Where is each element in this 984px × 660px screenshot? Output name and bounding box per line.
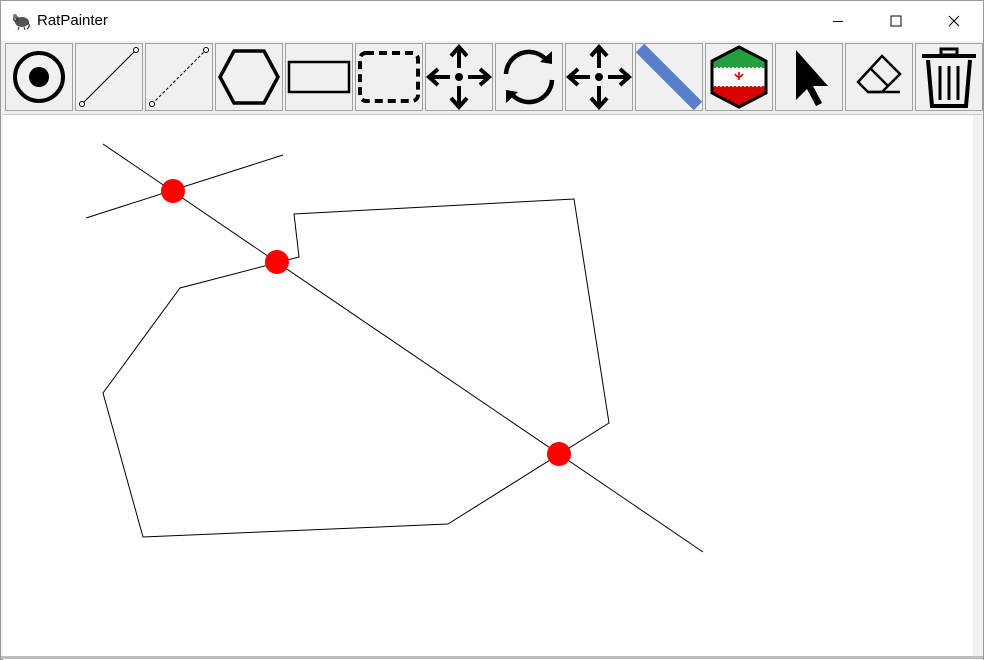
status-strip	[1, 656, 983, 659]
thick-line-icon	[636, 44, 702, 110]
title-bar: RatPainter	[1, 1, 983, 41]
cursor-arrow-icon	[776, 44, 842, 110]
intersection-point[interactable]	[547, 442, 571, 466]
intersection-point[interactable]	[161, 179, 185, 203]
move-point-tool[interactable]	[565, 43, 633, 111]
dashed-rectangle-icon	[356, 44, 422, 110]
trash-icon	[916, 44, 982, 110]
window-title: RatPainter	[37, 12, 108, 29]
close-button[interactable]	[925, 1, 983, 41]
rotate-icon	[496, 44, 562, 110]
dashed-line-tool[interactable]	[145, 43, 213, 111]
rectangle-tool[interactable]	[285, 43, 353, 111]
minimize-icon	[832, 15, 844, 27]
point-tool[interactable]	[5, 43, 73, 111]
clear-all-tool[interactable]	[915, 43, 983, 111]
toolbar	[3, 41, 983, 113]
move-tool[interactable]	[425, 43, 493, 111]
canvas-edge	[973, 115, 983, 660]
close-icon	[948, 15, 960, 27]
line-tool[interactable]	[75, 43, 143, 111]
maximize-button[interactable]	[867, 1, 925, 41]
line-icon	[76, 44, 142, 110]
rectangle-icon	[286, 44, 352, 110]
maximize-icon	[890, 15, 902, 27]
drawn-polygon[interactable]	[102, 198, 610, 538]
eraser-tool[interactable]	[845, 43, 913, 111]
polygon-tool[interactable]	[215, 43, 283, 111]
drawn-line-short[interactable]	[85, 154, 284, 219]
rat-icon	[11, 11, 31, 31]
point-icon	[9, 47, 69, 107]
iran-flag-hexagon-icon	[706, 44, 772, 110]
hexagon-icon	[216, 44, 282, 110]
minimize-button[interactable]	[809, 1, 867, 41]
flag-fill-tool[interactable]	[705, 43, 773, 111]
rotate-tool[interactable]	[495, 43, 563, 111]
drawn-line-long[interactable]	[102, 143, 704, 553]
dashed-rectangle-tool[interactable]	[355, 43, 423, 111]
eraser-icon	[846, 44, 912, 110]
thick-line-tool[interactable]	[635, 43, 703, 111]
dashed-line-icon	[146, 44, 212, 110]
move-arrows-icon	[426, 44, 492, 110]
intersection-point[interactable]	[265, 250, 289, 274]
select-tool[interactable]	[775, 43, 843, 111]
drawing-canvas[interactable]	[3, 115, 973, 657]
move-arrows-icon	[566, 44, 632, 110]
drawing-area[interactable]	[3, 114, 983, 660]
